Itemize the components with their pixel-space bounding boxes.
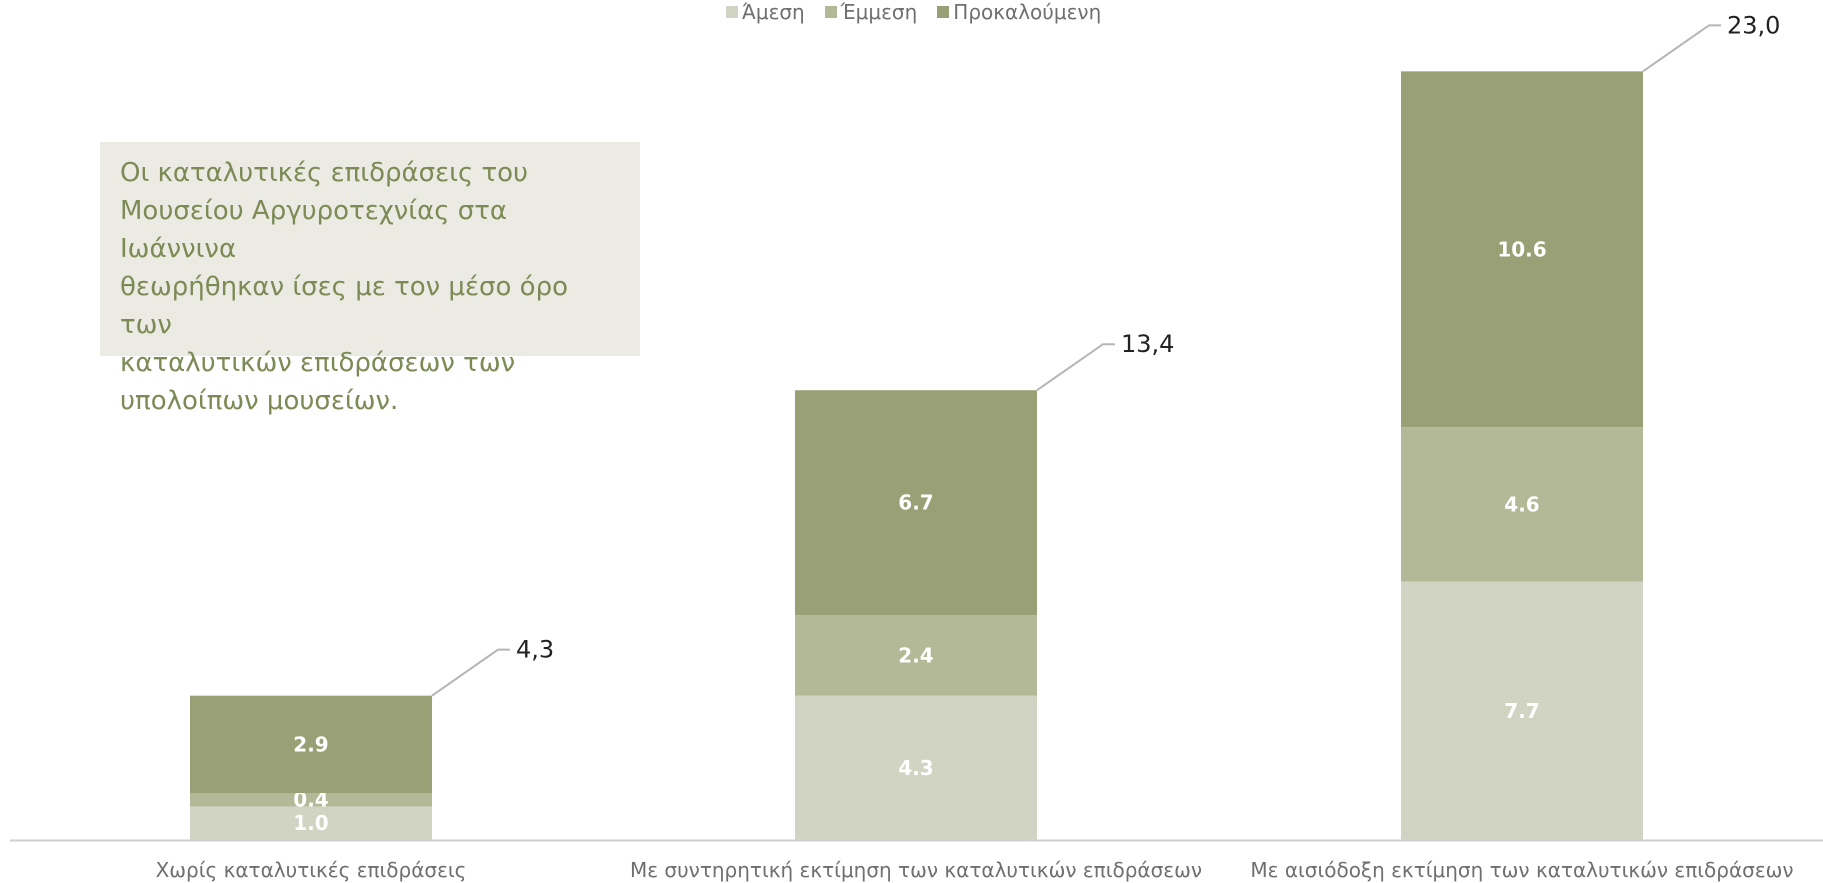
- legend-label-emmesi: Έμμεση: [840, 0, 918, 24]
- bar-emmesi-aisiodoxi: [1401, 427, 1643, 582]
- bar-prokaloumeni-xoris: [190, 695, 432, 794]
- data-label-emmesi-syntiritiki: 2.4: [898, 643, 933, 667]
- data-label-amesi-syntiritiki: 4.3: [898, 756, 933, 780]
- total-label-aisiodoxi: 23,0: [1727, 11, 1780, 39]
- note-line: Οι καταλυτικές επιδράσεις του: [120, 158, 529, 188]
- bar-emmesi-syntiritiki: [795, 615, 1037, 696]
- data-label-emmesi-aisiodoxi: 4.6: [1504, 492, 1539, 516]
- legend-swatch-emmesi: [824, 6, 837, 18]
- data-label-amesi-aisiodoxi: 7.7: [1504, 699, 1539, 723]
- total-leader-line-syntiritiki: [1036, 343, 1115, 392]
- legend-label-amesi: Άμεση: [742, 0, 805, 24]
- note-line: καταλυτικών επιδράσεων των: [120, 348, 516, 378]
- legend-label-prokaloumeni: Προκαλούμενη: [953, 0, 1102, 24]
- note-line: Μουσείου Αργυροτεχνίας στα Ιωάννινα: [120, 196, 508, 264]
- bar-amesi-xoris: [190, 806, 432, 840]
- total-label-syntiritiki: 13,4: [1121, 330, 1174, 358]
- annotation-note-box: Οι καταλυτικές επιδράσεις του Μουσείου Α…: [100, 142, 640, 416]
- category-label-aisiodoxi: Με αισιόδοξη εκτίμηση των καταλυτικών επ…: [1250, 858, 1793, 882]
- legend-item-amesi: Άμεση: [726, 0, 805, 24]
- chart-legend: Άμεση Έμμεση Προκαλούμενη: [726, 0, 1101, 24]
- total-leader-line-aisiodoxi: [1642, 24, 1721, 73]
- total-leader-line-xoris: [431, 648, 510, 697]
- legend-swatch-amesi: [726, 6, 738, 18]
- total-label-xoris: 4,3: [516, 636, 554, 664]
- legend-item-emmesi: Έμμεση: [824, 0, 918, 24]
- category-label-xoris: Χωρίς καταλυτικές επιδράσεις: [156, 858, 467, 882]
- data-label-prokaloumeni-aisiodoxi: 10.6: [1497, 237, 1546, 261]
- legend-swatch-prokaloumeni: [937, 6, 950, 18]
- data-label-prokaloumeni-xoris: 2.9: [293, 732, 328, 756]
- legend-item-prokaloumeni: Προκαλούμενη: [937, 0, 1101, 24]
- category-label-syntiritiki: Με συντηρητική εκτίμηση των καταλυτικών …: [630, 858, 1202, 882]
- bar-emmesi-xoris: [190, 793, 432, 807]
- bar-amesi-aisiodoxi: [1401, 581, 1643, 840]
- note-line: υπολοίπων μουσείων.: [120, 386, 399, 416]
- note-line: θεωρήθηκαν ίσες με τον μέσο όρο των: [120, 272, 568, 340]
- bar-prokaloumeni-syntiritiki: [795, 390, 1037, 616]
- data-label-amesi-xoris: 1.0: [293, 811, 328, 835]
- bar-prokaloumeni-aisiodoxi: [1401, 71, 1643, 428]
- data-label-prokaloumeni-syntiritiki: 6.7: [898, 491, 933, 515]
- bar-amesi-syntiritiki: [795, 695, 1037, 840]
